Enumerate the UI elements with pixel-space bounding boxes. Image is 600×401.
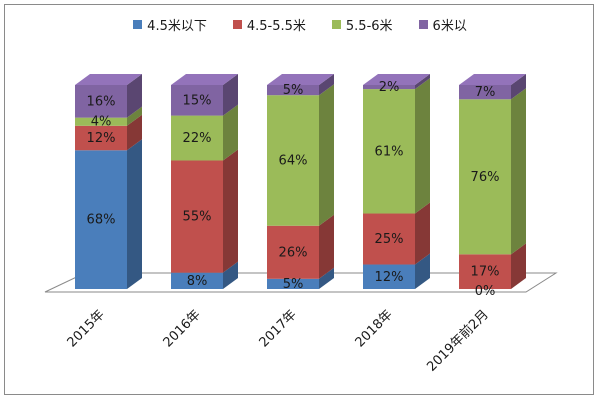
bar-side-3-2 [415, 78, 430, 214]
data-label-1-2: 22% [183, 131, 212, 146]
data-label-3-3: 2% [379, 80, 400, 95]
bar-side-3-0 [415, 253, 430, 289]
bar-segment-2-3 [267, 85, 319, 96]
bar-segment-3-0 [363, 264, 415, 289]
bar-segment-4-2 [459, 99, 511, 255]
data-label-4-3: 7% [475, 85, 496, 100]
data-label-2-0: 5% [283, 277, 304, 292]
bar-side-2-2 [319, 84, 334, 226]
bar-segment-0-3 [75, 85, 127, 118]
legend-swatch-3 [418, 20, 428, 29]
data-label-1-1: 55% [183, 210, 212, 225]
legend: 4.5米以下 4.5-5.5米 5.5-6米 6米以 [5, 15, 595, 34]
data-label-1-3: 15% [183, 93, 212, 108]
bar-segment-4-3 [459, 85, 511, 100]
legend-item-series-1: 4.5-5.5米 [232, 15, 306, 34]
legend-label-2: 5.5-6米 [345, 19, 393, 34]
bar-segment-1-0 [171, 272, 223, 289]
stacked-bar-plot: 68%12%4%16%2015年8%55%22%15%2016年5%26%64%… [44, 74, 558, 375]
chart-frame: 4.5米以下 4.5-5.5米 5.5-6米 6米以 68% 12% 4% 16% 20… [4, 4, 594, 395]
bar-side-1-3 [223, 74, 238, 116]
data-label-4-2: 76% [471, 170, 500, 185]
legend-swatch-0 [133, 20, 143, 29]
legend-label-3: 6米以 [432, 19, 467, 34]
data-label-3-1: 25% [375, 232, 404, 247]
x-tick-label-1: 2016年 [161, 307, 204, 350]
legend-swatch-1 [232, 20, 242, 29]
x-tick-label-0: 2015年 [65, 307, 108, 350]
data-label-3-2: 61% [375, 144, 404, 159]
legend-item-series-0: 4.5米以下 [133, 15, 207, 34]
x-tick-label-2: 2017年 [257, 307, 300, 350]
floor-plane [44, 272, 558, 293]
bar-segment-0-2 [75, 117, 127, 126]
bar-segment-0-0 [75, 150, 127, 289]
data-label-1-0: 8% [187, 274, 208, 289]
bar-side-4-2 [511, 88, 526, 255]
bar-segment-2-2 [267, 95, 319, 226]
data-label-4-0: 0% [475, 284, 496, 299]
bar-top-1 [171, 74, 238, 85]
data-label-0-0: 68% [87, 213, 116, 228]
x-tick-label-3: 2018年 [353, 307, 396, 350]
bar-side-2-1 [319, 214, 334, 279]
bar-top-2 [267, 74, 334, 85]
data-label-3-0: 12% [375, 270, 404, 285]
bar-side-2-0 [319, 267, 334, 289]
data-label-0-1: 12% [87, 131, 116, 146]
bar-segment-4-1 [459, 254, 511, 289]
bar-side-2-3 [319, 74, 334, 96]
bar-segment-3-3 [363, 85, 415, 90]
bar-side-1-1 [223, 149, 238, 273]
bar-segment-0-1 [75, 125, 127, 151]
bar-top-3 [363, 74, 430, 85]
data-label-2-3: 5% [283, 83, 304, 98]
bar-segment-2-1 [267, 225, 319, 279]
bar-side-3-3 [415, 74, 430, 90]
legend-label-0: 4.5米以下 [147, 19, 207, 34]
bar-segment-1-1 [171, 160, 223, 273]
bar-side-0-2 [127, 106, 142, 126]
bar-segment-1-3 [171, 85, 223, 116]
data-label-0-2: 4% [91, 115, 112, 130]
bar-side-1-2 [223, 104, 238, 161]
bar-side-4-3 [511, 74, 526, 100]
legend-label-1: 4.5-5.5米 [246, 19, 306, 34]
legend-item-series-3: 6米以 [418, 15, 467, 34]
legend-swatch-2 [331, 20, 341, 29]
data-label-2-2: 64% [279, 153, 308, 168]
legend-item-series-2: 5.5-6米 [331, 15, 393, 34]
data-label-0-3: 16% [87, 94, 116, 109]
bar-segment-1-2 [171, 115, 223, 161]
bar-side-1-0 [223, 261, 238, 289]
bar-segment-3-1 [363, 213, 415, 265]
bar-top-4 [459, 74, 526, 85]
bar-side-4-1 [511, 243, 526, 289]
data-label-2-1: 26% [279, 245, 308, 260]
bar-segment-2-0 [267, 278, 319, 289]
bar-side-0-1 [127, 114, 142, 151]
bar-segment-3-2 [363, 89, 415, 214]
data-label-4-1: 17% [471, 265, 500, 280]
x-tick-label-4: 2019年前2月 [424, 307, 492, 375]
bar-side-0-0 [127, 139, 142, 289]
bar-side-3-1 [415, 202, 430, 265]
bar-top-0 [75, 74, 142, 85]
bar-side-0-3 [127, 74, 142, 118]
